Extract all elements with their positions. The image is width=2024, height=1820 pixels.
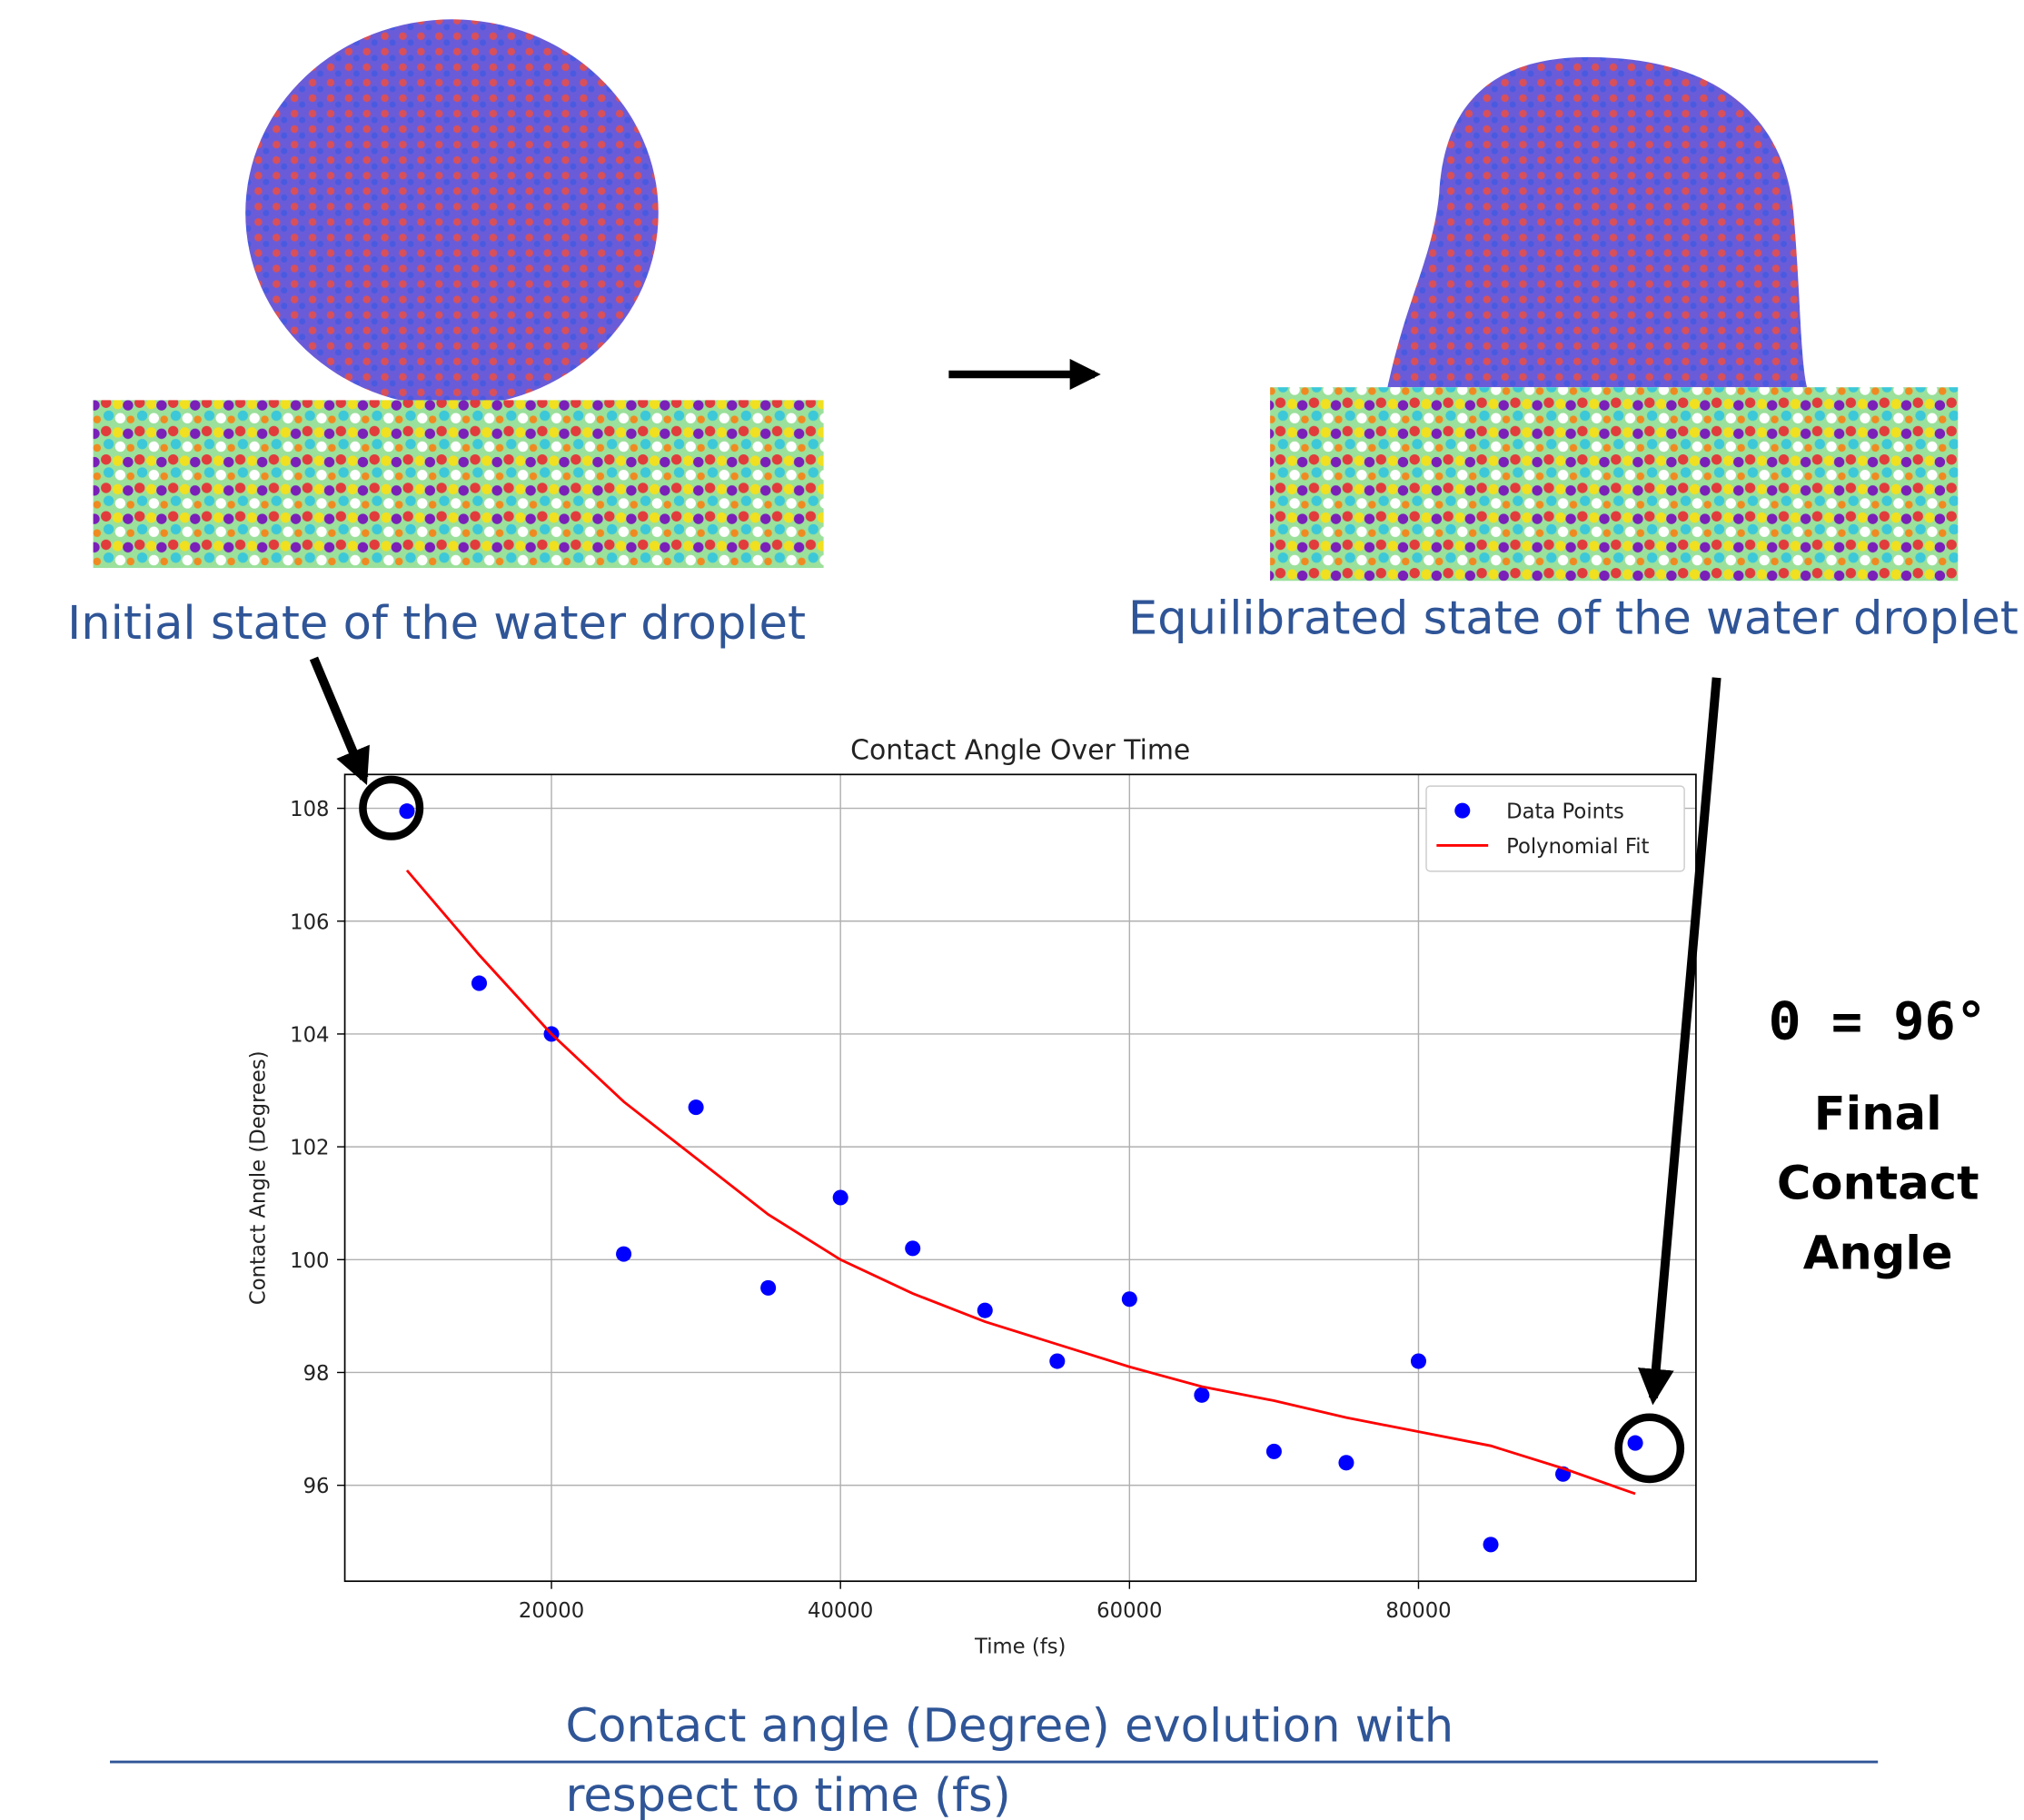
y-tick-label: 106 — [290, 910, 329, 934]
pointer-arrow — [1637, 677, 1721, 1406]
y-tick-label: 96 — [303, 1475, 330, 1498]
caption: respect to time (fs) — [565, 1769, 1010, 1820]
data-point — [1049, 1353, 1066, 1369]
angle-value: Θ = 96° — [1769, 992, 1986, 1052]
x-tick-label: 80000 — [1385, 1599, 1451, 1623]
data-point — [905, 1240, 921, 1257]
y-tick-label: 104 — [290, 1023, 329, 1047]
fit-line — [405, 869, 1636, 1496]
highlight-circle — [359, 775, 424, 840]
data-point — [471, 975, 488, 991]
y-tick-label: 100 — [290, 1249, 329, 1273]
data-point — [688, 1099, 704, 1116]
data-point — [760, 1279, 777, 1296]
x-tick-label: 20000 — [519, 1599, 584, 1623]
caption: Initial state of the water droplet — [67, 597, 806, 651]
angle-label: Angle — [1803, 1227, 1953, 1280]
data-point — [1483, 1537, 1499, 1553]
caption: Contact angle (Degree) evolution with — [565, 1699, 1454, 1753]
y-tick-label: 98 — [303, 1362, 330, 1386]
data-point — [1194, 1387, 1210, 1403]
data-point — [977, 1302, 993, 1318]
initial-image — [93, 19, 824, 569]
data-point — [1410, 1353, 1427, 1369]
angle-label: Contact — [1777, 1158, 1979, 1211]
plot-frame — [343, 773, 1697, 1583]
chart: 20000 40000 60000 80000 96 98 100 102 104 106 108 C… — [246, 734, 1697, 1659]
x-tick-label: 60000 — [1096, 1599, 1162, 1623]
y-tick-label: 102 — [290, 1137, 329, 1160]
data-point — [832, 1189, 848, 1206]
legend-label: Polynomial Fit — [1506, 835, 1649, 859]
angle-label: Final — [1814, 1088, 1942, 1141]
x-axis-label: Time (fs) — [974, 1636, 1066, 1659]
equilibrated-image — [1270, 56, 1959, 582]
highlight-circle — [1614, 1413, 1685, 1484]
data-point — [1265, 1443, 1282, 1459]
chart-title: Contact Angle Over Time — [850, 734, 1190, 766]
legend-box — [1425, 785, 1685, 872]
x-tick-label: 40000 — [808, 1599, 873, 1623]
y-axis-label: Contact Angle (Degrees) — [246, 1050, 270, 1305]
data-point — [1121, 1291, 1137, 1308]
caption: Equilibrated state of the water droplet — [1128, 592, 2019, 645]
legend-marker — [1454, 802, 1471, 819]
legend-label: Data Points — [1506, 801, 1624, 824]
data-point — [1338, 1455, 1354, 1471]
data-point — [1627, 1435, 1643, 1451]
y-tick-label: 108 — [290, 798, 329, 821]
data-point — [616, 1246, 632, 1262]
pointer-arrow — [309, 656, 370, 785]
data-point — [399, 803, 415, 820]
